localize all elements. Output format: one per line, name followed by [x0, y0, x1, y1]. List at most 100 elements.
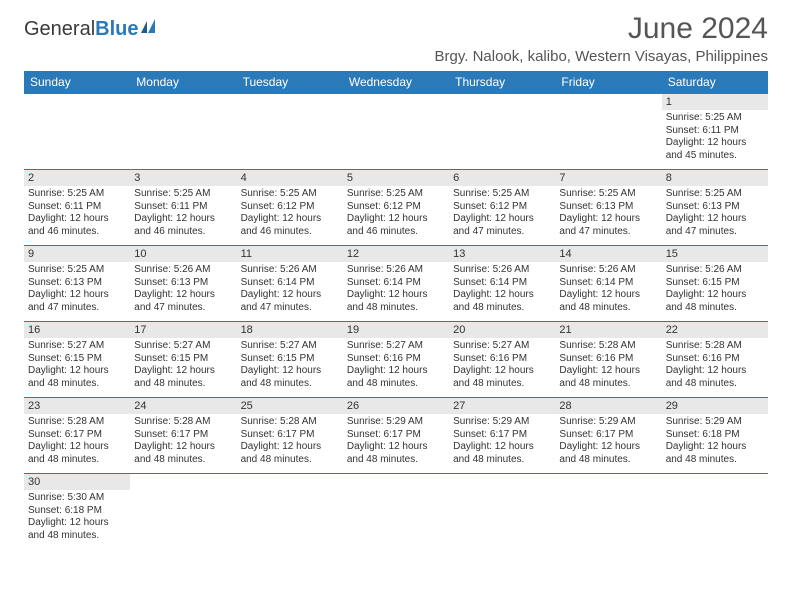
daylight-text: Daylight: 12 hours and 47 minutes. [241, 289, 339, 314]
calendar-day-cell: 7Sunrise: 5:25 AMSunset: 6:13 PMDaylight… [555, 170, 661, 246]
day-number: 14 [555, 246, 661, 262]
sunset-text: Sunset: 6:15 PM [241, 353, 339, 366]
weekday-header-row: Sunday Monday Tuesday Wednesday Thursday… [24, 71, 768, 94]
sunset-text: Sunset: 6:11 PM [134, 201, 232, 214]
day-number: 1 [662, 94, 768, 110]
sunrise-text: Sunrise: 5:29 AM [559, 416, 657, 429]
sunset-text: Sunset: 6:16 PM [559, 353, 657, 366]
day-number: 15 [662, 246, 768, 262]
calendar-day-cell: 12Sunrise: 5:26 AMSunset: 6:14 PMDayligh… [343, 246, 449, 322]
weekday-header: Sunday [24, 71, 130, 94]
day-details: Sunrise: 5:25 AMSunset: 6:12 PMDaylight:… [449, 186, 555, 240]
daylight-text: Daylight: 12 hours and 48 minutes. [241, 441, 339, 466]
daylight-text: Daylight: 12 hours and 48 minutes. [453, 365, 551, 390]
day-details: Sunrise: 5:26 AMSunset: 6:14 PMDaylight:… [449, 262, 555, 316]
calendar-day-cell: 8Sunrise: 5:25 AMSunset: 6:13 PMDaylight… [662, 170, 768, 246]
day-number: 6 [449, 170, 555, 186]
daylight-text: Daylight: 12 hours and 48 minutes. [559, 289, 657, 314]
day-number: 26 [343, 398, 449, 414]
brand-logo: GeneralBlue [24, 12, 163, 41]
day-number: 7 [555, 170, 661, 186]
day-details: Sunrise: 5:25 AMSunset: 6:11 PMDaylight:… [24, 186, 130, 240]
sunrise-text: Sunrise: 5:25 AM [134, 188, 232, 201]
sunset-text: Sunset: 6:17 PM [347, 429, 445, 442]
sunrise-text: Sunrise: 5:25 AM [28, 188, 126, 201]
sunrise-text: Sunrise: 5:25 AM [666, 112, 764, 125]
sunset-text: Sunset: 6:14 PM [347, 277, 445, 290]
sunset-text: Sunset: 6:14 PM [453, 277, 551, 290]
sunrise-text: Sunrise: 5:25 AM [666, 188, 764, 201]
calendar-day-cell: 5Sunrise: 5:25 AMSunset: 6:12 PMDaylight… [343, 170, 449, 246]
calendar-day-cell [343, 94, 449, 170]
calendar-week-row: 16Sunrise: 5:27 AMSunset: 6:15 PMDayligh… [24, 322, 768, 398]
calendar-day-cell [130, 94, 236, 170]
day-details: Sunrise: 5:28 AMSunset: 6:16 PMDaylight:… [662, 338, 768, 392]
day-details: Sunrise: 5:27 AMSunset: 6:15 PMDaylight:… [130, 338, 236, 392]
daylight-text: Daylight: 12 hours and 47 minutes. [453, 213, 551, 238]
daylight-text: Daylight: 12 hours and 48 minutes. [453, 441, 551, 466]
calendar-week-row: 9Sunrise: 5:25 AMSunset: 6:13 PMDaylight… [24, 246, 768, 322]
sunrise-text: Sunrise: 5:29 AM [453, 416, 551, 429]
daylight-text: Daylight: 12 hours and 46 minutes. [347, 213, 445, 238]
calendar-day-cell: 27Sunrise: 5:29 AMSunset: 6:17 PMDayligh… [449, 398, 555, 474]
day-number: 11 [237, 246, 343, 262]
weekday-header: Tuesday [237, 71, 343, 94]
flag-icon [141, 18, 163, 41]
day-number: 21 [555, 322, 661, 338]
sunrise-text: Sunrise: 5:27 AM [28, 340, 126, 353]
calendar-day-cell: 19Sunrise: 5:27 AMSunset: 6:16 PMDayligh… [343, 322, 449, 398]
sunrise-text: Sunrise: 5:26 AM [666, 264, 764, 277]
brand-part2: Blue [95, 18, 138, 41]
day-number: 4 [237, 170, 343, 186]
calendar-day-cell: 4Sunrise: 5:25 AMSunset: 6:12 PMDaylight… [237, 170, 343, 246]
calendar-page: GeneralBlue June 2024 Brgy. Nalook, kali… [0, 0, 792, 562]
location-text: Brgy. Nalook, kalibo, Western Visayas, P… [435, 48, 769, 65]
sunset-text: Sunset: 6:16 PM [347, 353, 445, 366]
daylight-text: Daylight: 12 hours and 48 minutes. [134, 365, 232, 390]
sunset-text: Sunset: 6:12 PM [453, 201, 551, 214]
sunrise-text: Sunrise: 5:26 AM [241, 264, 339, 277]
calendar-day-cell [555, 94, 661, 170]
daylight-text: Daylight: 12 hours and 48 minutes. [666, 289, 764, 314]
sunrise-text: Sunrise: 5:27 AM [347, 340, 445, 353]
day-details: Sunrise: 5:29 AMSunset: 6:17 PMDaylight:… [555, 414, 661, 468]
sunset-text: Sunset: 6:12 PM [347, 201, 445, 214]
calendar-day-cell: 23Sunrise: 5:28 AMSunset: 6:17 PMDayligh… [24, 398, 130, 474]
daylight-text: Daylight: 12 hours and 46 minutes. [241, 213, 339, 238]
sunrise-text: Sunrise: 5:27 AM [241, 340, 339, 353]
sunset-text: Sunset: 6:13 PM [666, 201, 764, 214]
sunrise-text: Sunrise: 5:29 AM [347, 416, 445, 429]
weekday-header: Friday [555, 71, 661, 94]
sunrise-text: Sunrise: 5:25 AM [347, 188, 445, 201]
sunrise-text: Sunrise: 5:27 AM [134, 340, 232, 353]
calendar-week-row: 30Sunrise: 5:30 AMSunset: 6:18 PMDayligh… [24, 474, 768, 550]
day-number: 3 [130, 170, 236, 186]
sunset-text: Sunset: 6:16 PM [666, 353, 764, 366]
daylight-text: Daylight: 12 hours and 48 minutes. [666, 441, 764, 466]
day-details: Sunrise: 5:30 AMSunset: 6:18 PMDaylight:… [24, 490, 130, 544]
month-title: June 2024 [435, 12, 769, 46]
day-number: 12 [343, 246, 449, 262]
sunrise-text: Sunrise: 5:28 AM [134, 416, 232, 429]
day-number: 10 [130, 246, 236, 262]
daylight-text: Daylight: 12 hours and 48 minutes. [28, 517, 126, 542]
weekday-header: Monday [130, 71, 236, 94]
sunset-text: Sunset: 6:14 PM [241, 277, 339, 290]
sunrise-text: Sunrise: 5:29 AM [666, 416, 764, 429]
sunrise-text: Sunrise: 5:25 AM [28, 264, 126, 277]
calendar-day-cell [237, 474, 343, 550]
day-details: Sunrise: 5:25 AMSunset: 6:12 PMDaylight:… [343, 186, 449, 240]
day-details: Sunrise: 5:25 AMSunset: 6:12 PMDaylight:… [237, 186, 343, 240]
sunset-text: Sunset: 6:14 PM [559, 277, 657, 290]
day-details: Sunrise: 5:26 AMSunset: 6:14 PMDaylight:… [343, 262, 449, 316]
daylight-text: Daylight: 12 hours and 48 minutes. [666, 365, 764, 390]
daylight-text: Daylight: 12 hours and 48 minutes. [28, 441, 126, 466]
day-number: 27 [449, 398, 555, 414]
sunset-text: Sunset: 6:13 PM [134, 277, 232, 290]
calendar-day-cell: 14Sunrise: 5:26 AMSunset: 6:14 PMDayligh… [555, 246, 661, 322]
calendar-day-cell [237, 94, 343, 170]
day-details: Sunrise: 5:27 AMSunset: 6:15 PMDaylight:… [237, 338, 343, 392]
day-number: 28 [555, 398, 661, 414]
day-details: Sunrise: 5:28 AMSunset: 6:16 PMDaylight:… [555, 338, 661, 392]
sunset-text: Sunset: 6:15 PM [28, 353, 126, 366]
